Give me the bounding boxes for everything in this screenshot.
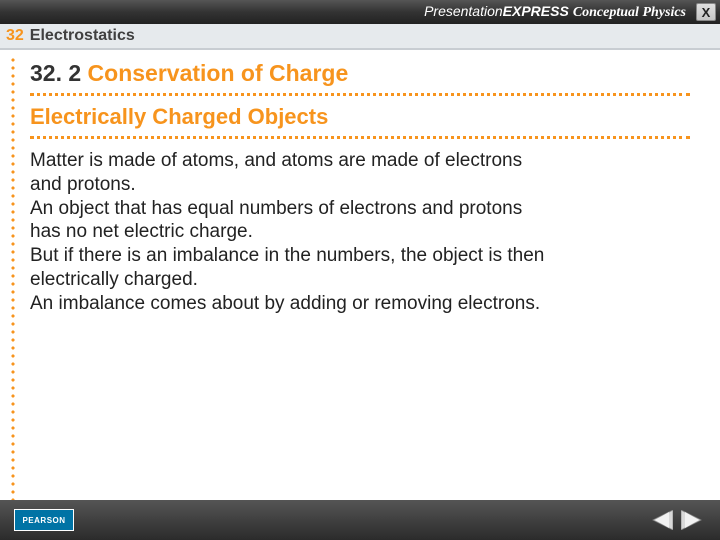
prev-button[interactable] bbox=[648, 509, 674, 531]
close-icon: X bbox=[702, 5, 711, 20]
brand-presentation: PresentationEXPRESS bbox=[424, 3, 569, 19]
close-button[interactable]: X bbox=[696, 3, 716, 21]
chapter-title: Electrostatics bbox=[30, 27, 135, 45]
body-text: Matter is made of atoms, and atoms are m… bbox=[30, 149, 550, 315]
section-title: 32. 2 Conservation of Charge bbox=[30, 60, 690, 96]
next-button[interactable] bbox=[680, 509, 706, 531]
nav-arrows bbox=[648, 509, 706, 531]
top-bar: PresentationEXPRESS Conceptual Physics X bbox=[0, 0, 720, 24]
section-number: 32. 2 bbox=[30, 60, 81, 86]
chapter-bar: 32 Electrostatics bbox=[0, 24, 720, 50]
bottom-bar: PEARSON bbox=[0, 500, 720, 540]
section-name: Conservation of Charge bbox=[88, 60, 349, 86]
dot-border-left bbox=[10, 56, 16, 530]
arrow-right-icon bbox=[681, 510, 705, 530]
pearson-logo: PEARSON bbox=[14, 509, 74, 531]
brand-block: PresentationEXPRESS Conceptual Physics bbox=[424, 3, 686, 21]
chapter-number: 32 bbox=[6, 27, 24, 45]
content-area: 32. 2 Conservation of Charge Electricall… bbox=[0, 50, 720, 490]
subtitle: Electrically Charged Objects bbox=[30, 104, 690, 139]
brand-book: Conceptual Physics bbox=[573, 5, 686, 21]
arrow-left-icon bbox=[649, 510, 673, 530]
